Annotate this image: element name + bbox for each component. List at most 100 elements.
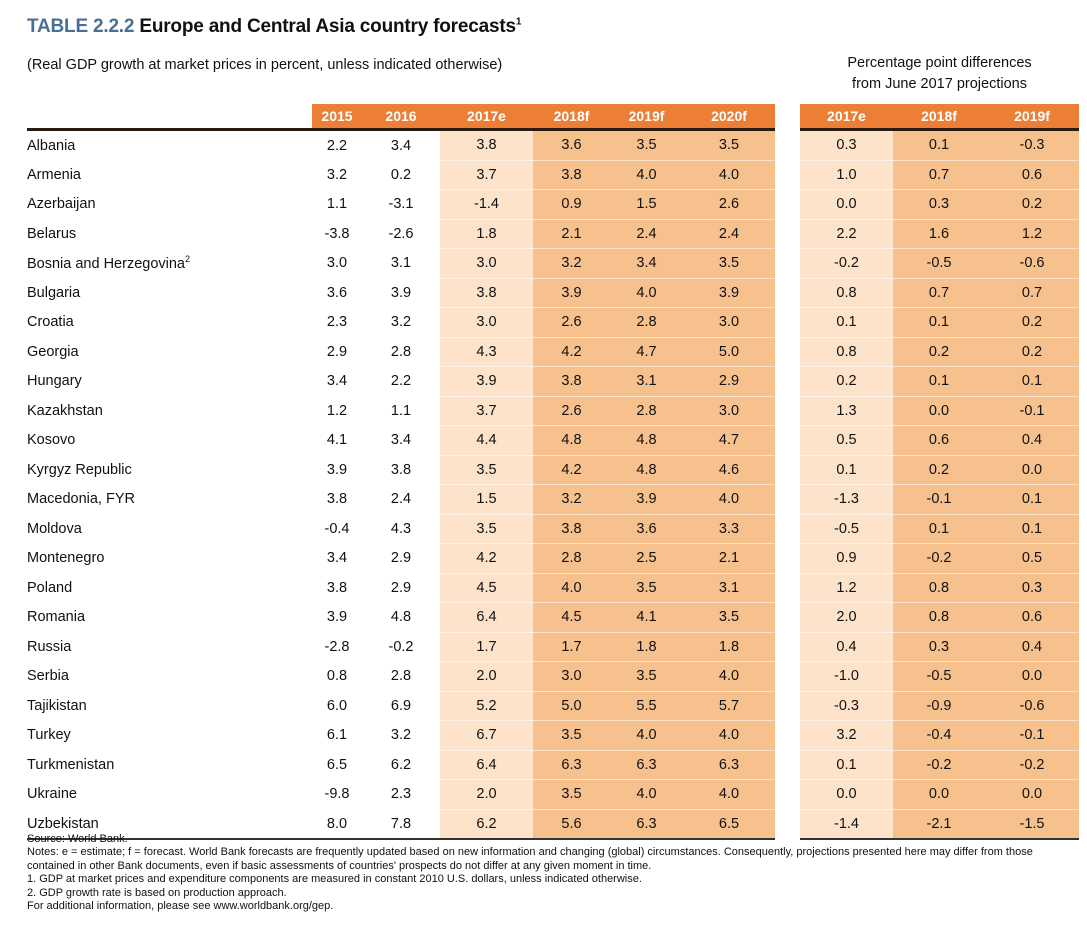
- value-2015: -3.8: [324, 225, 350, 242]
- country-name: Romania: [27, 603, 312, 633]
- diff-2017e: 0.2: [800, 366, 893, 396]
- diff-2017e: 2.2: [800, 218, 893, 249]
- diff-2017e: 0.9: [800, 543, 893, 573]
- value-2016: -3.1: [388, 196, 414, 213]
- column-header-2015: 2015: [312, 104, 362, 131]
- table-row: Bulgaria 3.6 3.9 3.8 3.9 4.0 3.9: [27, 277, 775, 308]
- diff-2018f: 0.1: [893, 513, 985, 544]
- value-2020f: 4.0: [683, 779, 775, 809]
- value-2019f: 4.8: [610, 425, 683, 455]
- value-2020f: 4.0: [683, 484, 775, 514]
- diff-2017e: -0.3: [800, 690, 893, 721]
- country-header: [27, 104, 312, 131]
- country-label: Serbia: [27, 668, 69, 685]
- value-2020f: 3.0: [683, 395, 775, 426]
- value-2017e: 6.4: [440, 602, 533, 632]
- value-2018f: 2.8: [533, 543, 610, 573]
- diff-2018f: 0.1: [893, 366, 985, 396]
- value-2015: 3.2: [326, 166, 348, 183]
- value-2020f: 5.0: [683, 336, 775, 367]
- value-2015: 2.9: [326, 343, 348, 360]
- diff-row: 3.2 -0.4 -0.1: [800, 720, 1079, 750]
- diff-2019f: 0.0: [985, 779, 1079, 809]
- diff-2019f: -0.3: [985, 129, 1079, 160]
- country-label: Ukraine: [27, 786, 77, 803]
- country-name: Bulgaria: [27, 278, 312, 308]
- country-name: Bosnia and Herzegovina2: [27, 249, 312, 279]
- country-name: Russia: [27, 632, 312, 662]
- value-2016: 4.3: [390, 520, 412, 537]
- column-header-2018f: 2018f: [533, 104, 610, 131]
- value-2020f: 4.0: [683, 661, 775, 691]
- diff-2018f: 1.6: [893, 218, 985, 249]
- country-label: Russia: [27, 638, 72, 655]
- table-row: Kazakhstan 1.2 1.1 3.7 2.6 2.8 3.0: [27, 395, 775, 426]
- country-name: Uzbekistan: [27, 809, 312, 840]
- diff-row: -0.5 0.1 0.1: [800, 513, 1079, 544]
- diff-2018f: 0.2: [893, 454, 985, 485]
- value-2017e: 3.0: [440, 248, 533, 278]
- diff-2019f: 1.2: [985, 218, 1079, 249]
- value-2019f: 1.8: [610, 631, 683, 662]
- diff-2019f: 0.2: [985, 307, 1079, 337]
- country-label: Bulgaria: [27, 284, 81, 301]
- diff-2017e: 0.0: [800, 779, 893, 809]
- country-name: Hungary: [27, 367, 312, 397]
- country-label: Macedonia, FYR: [27, 491, 135, 508]
- diff-row: 0.2 0.1 0.1: [800, 366, 1079, 396]
- table-subtitle: (Real GDP growth at market prices in per…: [27, 57, 503, 73]
- country-label: Armenia: [27, 166, 81, 183]
- table-row: Russia -2.8 -0.2 1.7 1.7 1.8 1.8: [27, 631, 775, 662]
- value-2017e: 5.2: [440, 690, 533, 721]
- value-2020f: 2.9: [683, 366, 775, 396]
- value-2018f: 4.2: [533, 336, 610, 367]
- diff-2019f: 0.1: [985, 366, 1079, 396]
- diff-2018f: 0.3: [893, 631, 985, 662]
- value-2016: 3.1: [390, 255, 412, 272]
- diff-2018f: 0.8: [893, 572, 985, 603]
- value-2020f: 2.4: [683, 218, 775, 249]
- table-row: Romania 3.9 4.8 6.4 4.5 4.1 3.5: [27, 602, 775, 633]
- diff-2019f: 0.0: [985, 454, 1079, 485]
- value-2019f: 3.1: [610, 366, 683, 396]
- value-2016: 3.4: [390, 137, 412, 154]
- footer-notes: Notes: e = estimate; f = forecast. World…: [27, 846, 1033, 872]
- table-row: Poland 3.8 2.9 4.5 4.0 3.5 3.1: [27, 572, 775, 603]
- diff-2018f: -0.1: [893, 484, 985, 514]
- table-title: TABLE 2.2.2 Europe and Central Asia coun…: [27, 16, 521, 38]
- value-2019f: 3.5: [610, 661, 683, 691]
- diff-2017e: 0.8: [800, 277, 893, 308]
- value-2020f: 4.6: [683, 454, 775, 485]
- value-2017e: 1.8: [440, 218, 533, 249]
- value-2016: 3.2: [390, 727, 412, 744]
- country-name: Turkmenistan: [27, 750, 312, 780]
- value-2017e: 3.7: [440, 395, 533, 426]
- value-2015: -9.8: [324, 786, 350, 803]
- diff-2017e: 1.3: [800, 395, 893, 426]
- country-label: Tajikistan: [27, 697, 87, 714]
- country-name: Kazakhstan: [27, 396, 312, 426]
- diff-2019f: 0.4: [985, 631, 1079, 662]
- country-name: Armenia: [27, 160, 312, 190]
- diff-row: 2.0 0.8 0.6: [800, 602, 1079, 632]
- column-header-2019f: 2019f: [610, 104, 683, 131]
- value-2016: 2.4: [390, 491, 412, 508]
- value-2016: 2.2: [390, 373, 412, 390]
- diff-2019f: 0.5: [985, 543, 1079, 573]
- value-2017e: 3.8: [440, 277, 533, 308]
- value-2015: 3.9: [326, 609, 348, 626]
- diff-row: -0.2 -0.5 -0.6: [800, 248, 1079, 278]
- table-row: Moldova -0.4 4.3 3.5 3.8 3.6 3.3: [27, 513, 775, 544]
- value-2019f: 2.4: [610, 218, 683, 249]
- diff-2019f: 0.2: [985, 336, 1079, 367]
- diff-row: -1.3 -0.1 0.1: [800, 484, 1079, 514]
- country-name: Kyrgyz Republic: [27, 455, 312, 485]
- diff-row: 1.2 0.8 0.3: [800, 572, 1079, 603]
- diff-row: 0.4 0.3 0.4: [800, 631, 1079, 662]
- diff-row: 0.0 0.0 0.0: [800, 779, 1079, 809]
- diff-2018f: 0.1: [893, 307, 985, 337]
- country-label: Turkey: [27, 727, 71, 744]
- value-2020f: 4.0: [683, 159, 775, 190]
- country-name: Ukraine: [27, 780, 312, 810]
- value-2016: 6.2: [390, 756, 412, 773]
